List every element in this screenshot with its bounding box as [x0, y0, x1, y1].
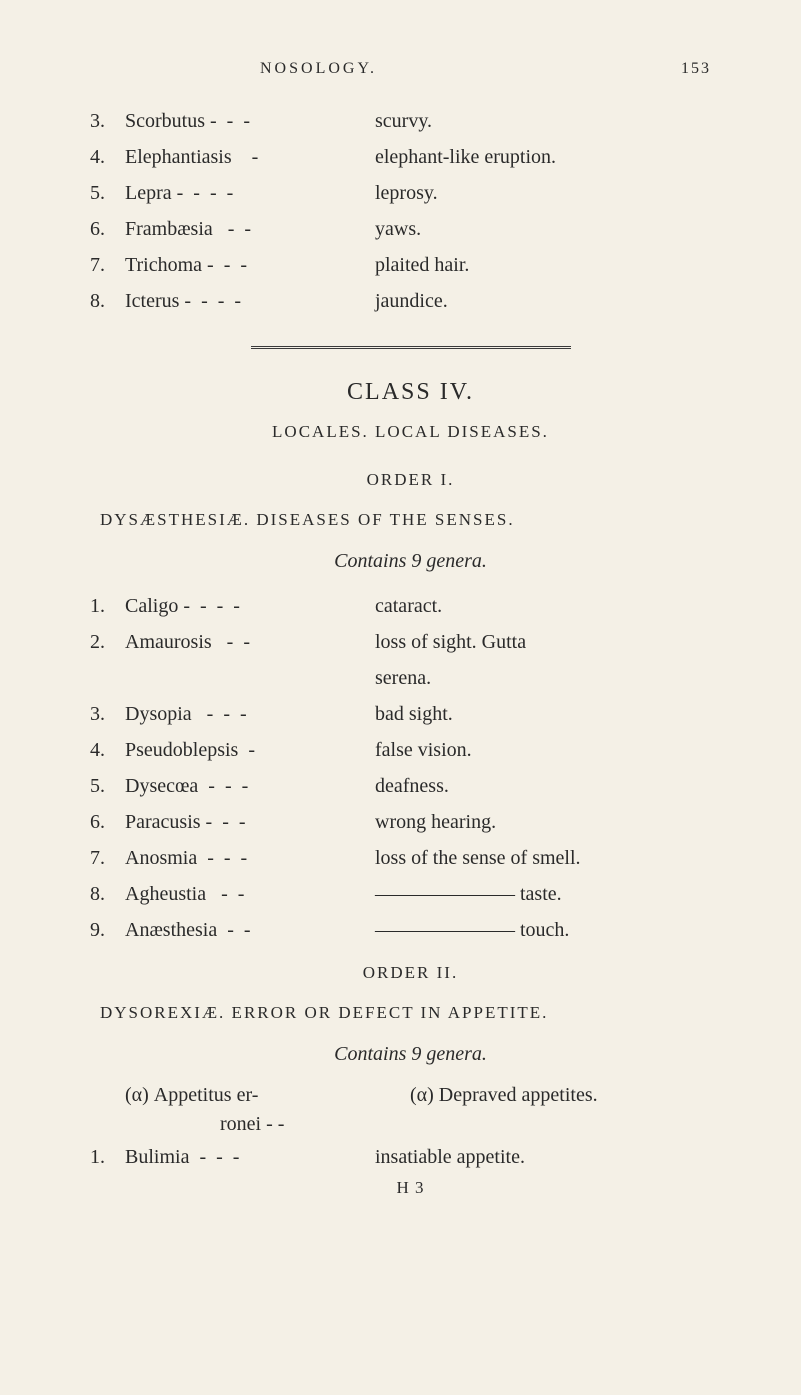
section-divider	[251, 346, 571, 349]
entry-term: Dysopia - - -	[125, 699, 375, 729]
entry-term: Lepra - - - -	[125, 178, 375, 208]
entry-term: Frambæsia - -	[125, 214, 375, 244]
entry-number: 6.	[90, 214, 125, 244]
signature-mark: H 3	[90, 1178, 731, 1198]
entry-definition: bad sight.	[375, 699, 731, 729]
entry-term: Scorbutus - - -	[125, 106, 375, 136]
contains-line: Contains 9 genera.	[90, 1043, 731, 1066]
entry-definition: deafness.	[375, 771, 731, 801]
entry-definition: elephant-like eruption.	[375, 142, 731, 172]
list-item: 6. Frambæsia - - yaws.	[90, 214, 731, 244]
list-item: 9. Anæsthesia - - ——————— touch.	[90, 915, 731, 945]
section-1-list: 3. Scorbutus - - - scurvy. 4. Elephantia…	[90, 106, 731, 316]
entry-term: Pseudoblepsis -	[125, 735, 375, 765]
entry-term: Icterus - - - -	[125, 286, 375, 316]
entry-number: 3.	[90, 699, 125, 729]
entry-definition: loss of the sense of smell.	[375, 843, 731, 873]
list-item: 8. Icterus - - - - jaundice.	[90, 286, 731, 316]
list-item: 5. Dysecœa - - - deafness.	[90, 771, 731, 801]
appetitus-row: (α) Appetitus er- (α) Depraved appetites…	[90, 1084, 731, 1107]
entry-term: Bulimia - - -	[125, 1142, 375, 1172]
entry-definition: cataract.	[375, 591, 731, 621]
entry-term: Amaurosis - -	[125, 627, 375, 657]
list-item: 4. Elephantiasis - elephant-like eruptio…	[90, 142, 731, 172]
list-item: 3. Scorbutus - - - scurvy.	[90, 106, 731, 136]
entry-term: Caligo - - - -	[125, 591, 375, 621]
entry-term: Agheustia - -	[125, 879, 375, 909]
entry-number: 8.	[90, 286, 125, 316]
entry-definition: jaundice.	[375, 286, 731, 316]
list-item: 1. Bulimia - - - insatiable appetite.	[90, 1142, 731, 1172]
ronei-continuation: ronei - -	[90, 1113, 731, 1136]
order-category: DYSÆSTHESIÆ. DISEASES OF THE SENSES.	[90, 510, 731, 530]
order-heading: ORDER II.	[90, 963, 731, 983]
entry-number: 5.	[90, 771, 125, 801]
entry-number: 8.	[90, 879, 125, 909]
entry-definition: ——————— taste.	[375, 879, 731, 909]
contains-line: Contains 9 genera.	[90, 550, 731, 573]
entry-definition: plaited hair.	[375, 250, 731, 280]
list-item: 2. Amaurosis - - loss of sight. Gutta	[90, 627, 731, 657]
entry-definition: leprosy.	[375, 178, 731, 208]
entry-definition: insatiable appetite.	[375, 1142, 731, 1172]
order-category: DYSOREXIÆ. ERROR OR DEFECT IN APPETITE.	[90, 1003, 731, 1023]
entry-number: 4.	[90, 142, 125, 172]
entry-term: Paracusis - - -	[125, 807, 375, 837]
entry-number	[90, 663, 125, 693]
list-item: 1. Caligo - - - - cataract.	[90, 591, 731, 621]
entry-definition: ——————— touch.	[375, 915, 731, 945]
list-item: 4. Pseudoblepsis - false vision.	[90, 735, 731, 765]
entry-number: 2.	[90, 627, 125, 657]
list-item: 7. Trichoma - - - plaited hair.	[90, 250, 731, 280]
list-item: 5. Lepra - - - - leprosy.	[90, 178, 731, 208]
appetitus-english: (α) Depraved appetites.	[410, 1084, 731, 1107]
entry-term	[125, 663, 375, 693]
entry-number: 3.	[90, 106, 125, 136]
list-item: 6. Paracusis - - - wrong hearing.	[90, 807, 731, 837]
entry-definition: serena.	[375, 663, 731, 693]
order-1-list: 1. Caligo - - - - cataract. 2. Amaurosis…	[90, 591, 731, 945]
list-item: serena.	[90, 663, 731, 693]
page-number: 153	[681, 60, 711, 78]
entry-number: 6.	[90, 807, 125, 837]
entry-term: Dysecœa - - -	[125, 771, 375, 801]
entry-definition: false vision.	[375, 735, 731, 765]
entry-number: 1.	[90, 591, 125, 621]
order-heading: ORDER I.	[90, 470, 731, 490]
entry-definition: scurvy.	[375, 106, 731, 136]
entry-definition: yaws.	[375, 214, 731, 244]
class-subtitle: LOCALES. LOCAL DISEASES.	[90, 422, 731, 442]
order-2-list: 1. Bulimia - - - insatiable appetite.	[90, 1142, 731, 1172]
entry-term: Elephantiasis -	[125, 142, 375, 172]
entry-term: Trichoma - - -	[125, 250, 375, 280]
appetitus-latin: (α) Appetitus er-	[90, 1084, 410, 1107]
entry-definition: loss of sight. Gutta	[375, 627, 731, 657]
entry-term: Anæsthesia - -	[125, 915, 375, 945]
entry-number: 9.	[90, 915, 125, 945]
entry-number: 4.	[90, 735, 125, 765]
list-item: 3. Dysopia - - - bad sight.	[90, 699, 731, 729]
entry-number: 5.	[90, 178, 125, 208]
list-item: 7. Anosmia - - - loss of the sense of sm…	[90, 843, 731, 873]
class-heading: CLASS IV.	[90, 379, 731, 406]
entry-number: 7.	[90, 250, 125, 280]
entry-number: 7.	[90, 843, 125, 873]
entry-number: 1.	[90, 1142, 125, 1172]
list-item: 8. Agheustia - - ——————— taste.	[90, 879, 731, 909]
entry-term: Anosmia - - -	[125, 843, 375, 873]
running-head: NOSOLOGY.	[260, 60, 377, 78]
entry-definition: wrong hearing.	[375, 807, 731, 837]
